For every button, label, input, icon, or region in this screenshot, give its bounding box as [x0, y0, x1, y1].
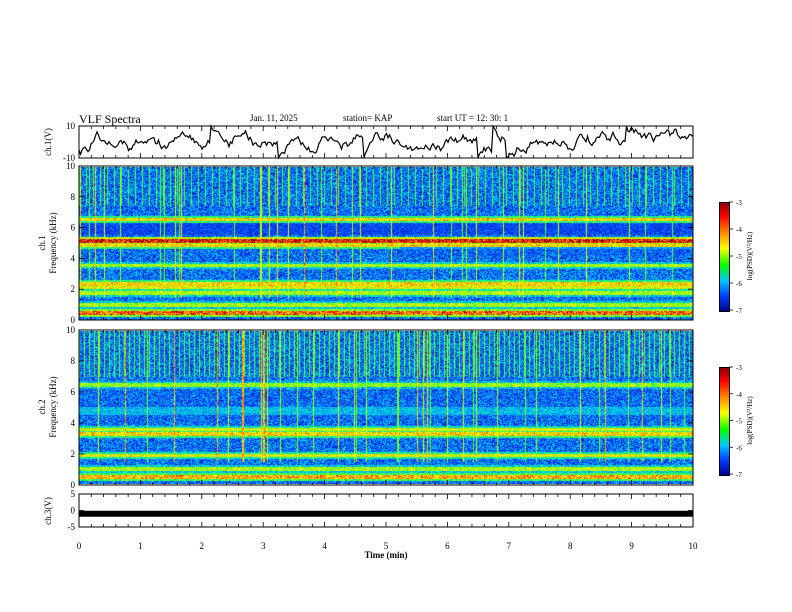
panel-frame-2	[79, 330, 693, 485]
y-tick-label: 2	[71, 284, 76, 294]
x-tick-label: 10	[689, 541, 699, 551]
ch2-colorbar-label: log(PSD)(V²/Hz)	[746, 396, 754, 445]
vlf-spectra-figure: VLF Spectra Jan. 11, 2025 station= KAP s…	[0, 0, 792, 612]
colorbar-tick-label: -6	[736, 280, 742, 288]
panel-frame-1	[79, 166, 693, 320]
y-tick-label: 6	[71, 223, 76, 233]
y-tick-label: 8	[71, 192, 76, 202]
x-tick-label: 3	[261, 541, 266, 551]
y-tick-label: 10	[66, 161, 76, 171]
ch3-ylabel: ch.3(V)	[43, 497, 53, 525]
y-tick-label: 0	[71, 315, 76, 325]
colorbar-tick-label: -6	[736, 444, 742, 452]
ch1-colorbar-label: log(PSD)(V²/Hz)	[746, 231, 754, 280]
ch1-spec-ylabel-line2: Frequency (kHz)	[48, 212, 58, 273]
colorbar-tick-label: -4	[736, 391, 742, 399]
x-tick-label: 0	[77, 541, 82, 551]
colorbar-tick-label: -7	[736, 307, 742, 315]
y-tick-label: 4	[71, 253, 76, 263]
y-tick-label: 4	[71, 418, 76, 428]
y-tick-label: 10	[66, 121, 76, 131]
x-tick-label: 8	[568, 541, 573, 551]
ch1-waveform	[79, 126, 693, 157]
y-tick-label: 10	[66, 325, 76, 335]
ch2-spec-ylabel-line1: ch.2	[37, 399, 47, 414]
ch1-spec-ylabel-line1: ch.1	[37, 235, 47, 250]
y-tick-label: 5	[71, 489, 76, 499]
colorbar-tick-label: -4	[736, 226, 742, 234]
x-tick-label: 1	[138, 541, 143, 551]
colorbar-tick-label: -5	[736, 418, 742, 426]
x-tick-label: 4	[322, 541, 327, 551]
y-tick-label: 8	[71, 356, 76, 366]
y-tick-label: 0	[71, 506, 76, 516]
colorbar-tick-label: -7	[736, 471, 742, 479]
colorbar-tick-label: -3	[736, 364, 742, 372]
y-tick-label: -5	[68, 522, 76, 532]
ch2-spec-ylabel-line2: Frequency (kHz)	[48, 376, 58, 437]
x-axis-label: Time (min)	[364, 550, 407, 560]
x-tick-label: 2	[200, 541, 205, 551]
x-tick-label: 7	[507, 541, 512, 551]
x-tick-label: 9	[629, 541, 634, 551]
colorbar-tick-label: -5	[736, 253, 742, 261]
y-tick-label: 2	[71, 449, 76, 459]
ch1-ylabel: ch.1(V)	[43, 128, 53, 156]
axes-layer: 10-100246810024681050-5ch.1(V)ch.1 Freque…	[0, 0, 792, 612]
y-tick-label: 6	[71, 387, 76, 397]
x-tick-label: 6	[445, 541, 450, 551]
colorbar-tick-label: -3	[736, 199, 742, 207]
